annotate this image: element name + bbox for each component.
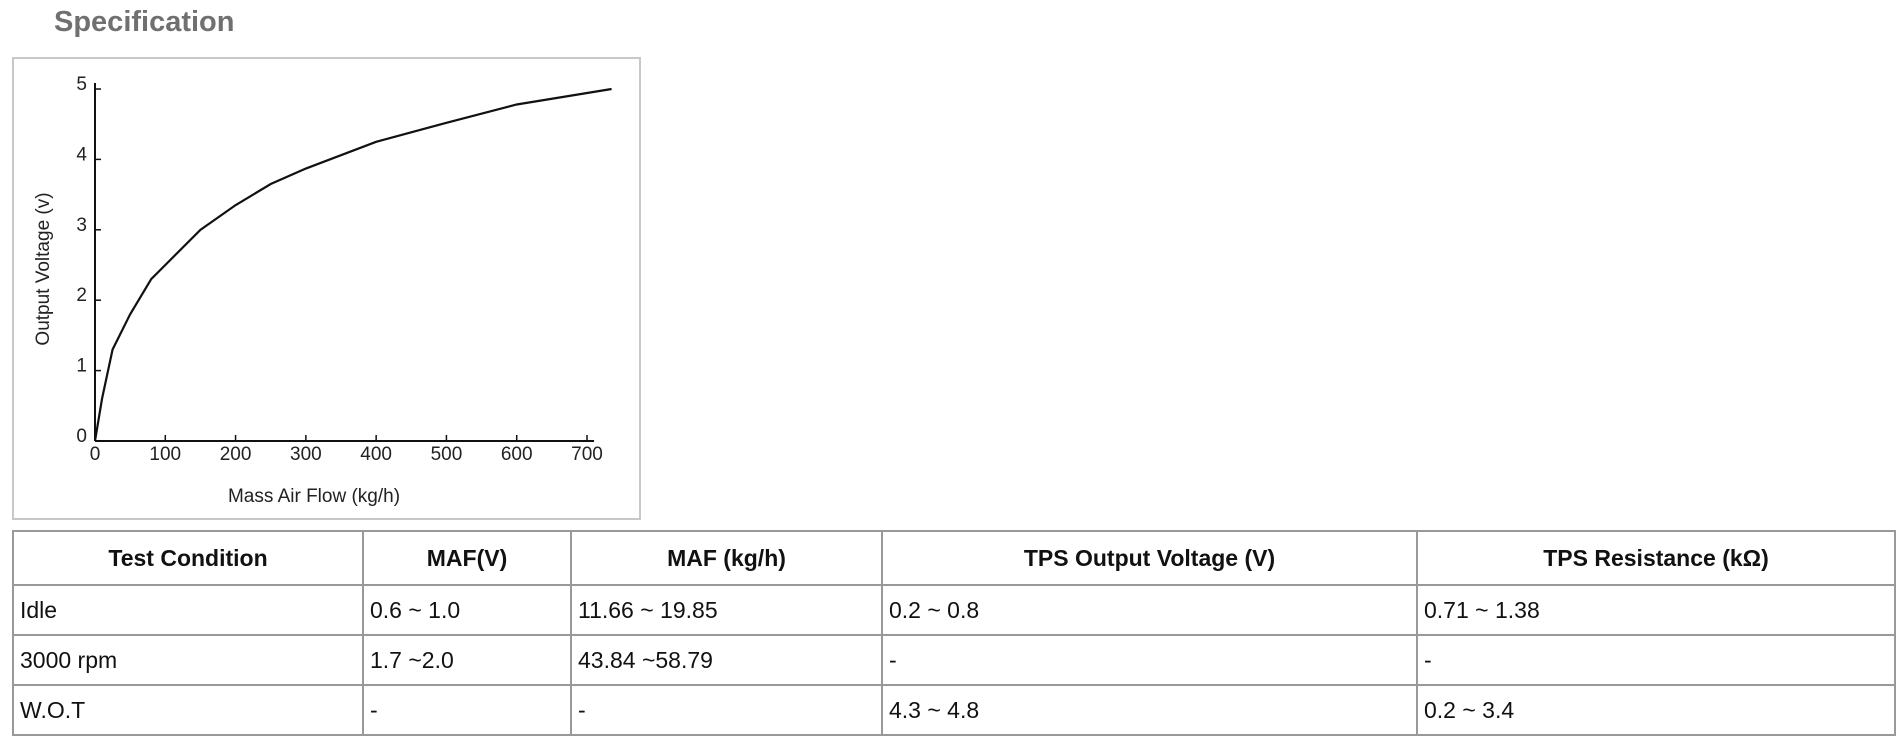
x-tick-label: 0 [90,444,101,465]
table-cell: 0.2 ~ 3.4 [1416,684,1896,736]
x-tick-label: 700 [571,444,603,465]
x-tick-label: 100 [149,444,181,465]
x-axis-label: Mass Air Flow (kg/h) [228,486,400,507]
column-header: MAF(V) [362,530,572,586]
y-tick-label: 5 [76,74,87,95]
table-cell: 0.71 ~ 1.38 [1416,584,1896,636]
x-tick-label: 300 [290,444,322,465]
column-header: Test Condition [12,530,364,586]
table-row: 3000 rpm 1.7 ~2.0 43.84 ~58.79- - [12,634,1896,686]
table-cell: 1.7 ~2.0 [362,634,572,686]
y-tick-label: 1 [76,356,87,377]
table-cell: 0.2 ~ 0.8 [881,584,1418,636]
table-cell: 11.66 ~ 19.85 [570,584,883,636]
y-tick-label: 4 [76,144,87,165]
table-cell: 3000 rpm [12,634,364,686]
table-cell: 43.84 ~58.79 [570,634,883,686]
table-cell: 4.3 ~ 4.8 [881,684,1418,736]
column-header: TPS Output Voltage (V) [881,530,1418,586]
table-cell: - [570,684,883,736]
table-cell: W.O.T [12,684,364,736]
spec-table: Test Condition MAF(V) MAF (kg/h) TPS Output… [12,530,1896,736]
section-title: Specification [54,6,235,38]
curve [93,87,612,442]
y-axis-label: Output Voltage (v) [33,192,54,345]
y-tick-label: 2 [76,285,87,306]
table-cell: - [362,684,572,736]
x-tick-label: 400 [360,444,392,465]
x-tick-label: 200 [220,444,252,465]
y-tick-label: 0 [76,426,87,447]
x-tick-label: 500 [431,444,463,465]
table-row: W.O.T - -4.3 ~ 4.8 0.2 ~ 3.4 [12,684,1896,736]
x-tick-label: 600 [501,444,533,465]
y-tick-label: 3 [76,215,87,236]
table-row: Idle 0.6 ~ 1.0 11.66 ~ 19.85 0.2 ~ 0.8 0.71 … [12,584,1896,636]
table-cell: 0.6 ~ 1.0 [362,584,572,636]
column-header: MAF (kg/h) [570,530,883,586]
chart: Mass Air Flow (kg/h) Output Voltage (v) … [12,57,641,520]
header-row: Test Condition MAF(V) MAF (kg/h) TPS Output… [12,530,1896,586]
table-cell: - [881,634,1418,686]
column-header: TPS Resistance (kΩ) [1416,530,1896,586]
table-cell: Idle [12,584,364,636]
table-cell: - [1416,634,1896,686]
